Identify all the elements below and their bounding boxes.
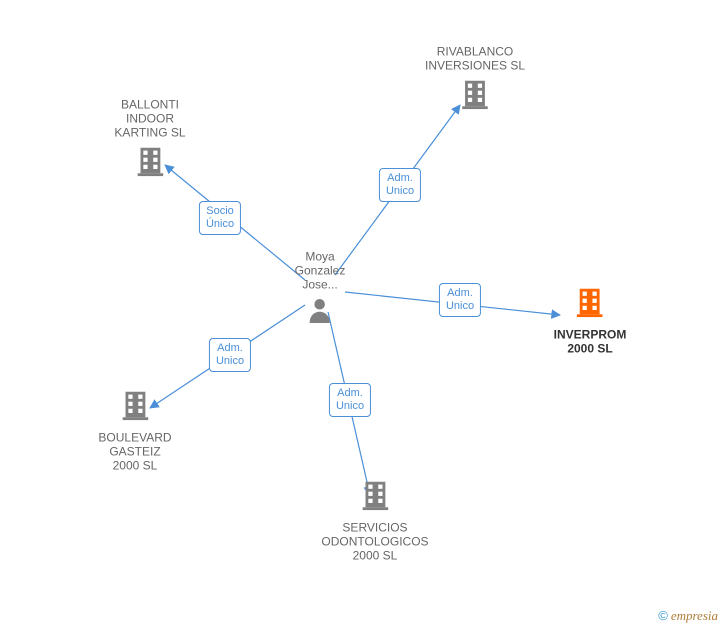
edge-badge: Socio Único [199,201,241,235]
network-diagram: Moya Gonzalez Jose... BALLONTI INDOOR KA… [0,0,728,630]
node-servicios: SERVICIOS ODONTOLOGICOS 2000 SL [321,478,428,563]
copyright-symbol: © [658,608,668,623]
node-label: Moya Gonzalez Jose... [295,250,346,292]
node-label: INVERPROM 2000 SL [554,328,627,356]
person-icon [305,296,335,326]
node-label: RIVABLANCO INVERSIONES SL [425,45,525,73]
edge-badge: Adm. Unico [209,338,251,372]
building-icon [458,77,492,111]
node-label: BALLONTI INDOOR KARTING SL [114,98,185,140]
building-icon [133,144,167,178]
building-icon-wrap [321,478,428,517]
node-label: SERVICIOS ODONTOLOGICOS 2000 SL [321,521,428,563]
building-icon-wrap [554,285,627,324]
edge-badge: Adm. Unico [329,383,371,417]
node-ballonti: BALLONTI INDOOR KARTING SL [114,98,185,183]
watermark: ©empresia [658,608,718,624]
person-icon-wrap [295,296,346,331]
building-icon-wrap [98,388,171,427]
building-icon [573,285,607,319]
building-icon [358,478,392,512]
building-icon [118,388,152,422]
node-boulevard: BOULEVARD GASTEIZ 2000 SL [98,388,171,473]
watermark-text: empresia [671,608,718,623]
node-label: BOULEVARD GASTEIZ 2000 SL [98,431,171,473]
node-inverprom: INVERPROM 2000 SL [554,285,627,356]
edge-badge: Adm. Unico [379,168,421,202]
building-icon-wrap [425,77,525,116]
building-icon-wrap [114,144,185,183]
center-node: Moya Gonzalez Jose... [295,250,346,331]
edge-badge: Adm. Unico [439,283,481,317]
node-rivablanco: RIVABLANCO INVERSIONES SL [425,45,525,116]
